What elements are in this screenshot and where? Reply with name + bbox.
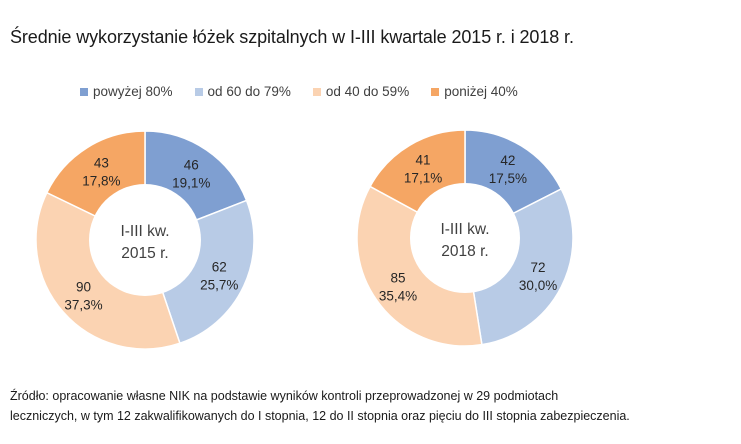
donut-chart-2018: I-III kw. 2018 r. 42 17,5% 72 30,0% 85 35,4% 4… bbox=[356, 129, 574, 347]
percent-label: 35,4% bbox=[379, 288, 417, 303]
donut-hole bbox=[89, 184, 201, 296]
legend-label: powyżej 80% bbox=[93, 84, 173, 99]
legend-item-60-79: od 60 do 79% bbox=[194, 84, 291, 99]
value-label: 41 bbox=[416, 153, 431, 168]
legend-item-40-59: od 40 do 59% bbox=[312, 84, 410, 99]
percent-label: 19,1% bbox=[172, 175, 210, 190]
source-line-1: Źródło: opracowanie własne NIK na podsta… bbox=[10, 389, 559, 403]
center-label-line1: I-III kw. bbox=[440, 221, 489, 238]
center-label-line2: 2018 r. bbox=[441, 243, 488, 260]
legend-label: od 40 do 59% bbox=[325, 84, 410, 99]
legend-swatch bbox=[80, 87, 88, 96]
legend-swatch bbox=[431, 87, 440, 96]
value-label: 43 bbox=[94, 156, 109, 171]
legend: powyżej 80% od 60 do 79% od 40 do 59% po… bbox=[80, 84, 540, 99]
value-label: 42 bbox=[500, 153, 515, 168]
legend-item-above-80: powyżej 80% bbox=[80, 84, 173, 99]
center-label-line1: I-III kw. bbox=[120, 223, 169, 240]
value-label: 72 bbox=[531, 260, 546, 275]
percent-label: 30,0% bbox=[519, 278, 557, 293]
percent-label: 37,3% bbox=[64, 297, 102, 312]
legend-label: od 60 do 79% bbox=[207, 84, 291, 99]
value-label: 62 bbox=[212, 260, 227, 275]
value-label: 90 bbox=[76, 279, 91, 294]
center-label-line2: 2015 r. bbox=[121, 245, 168, 262]
value-label: 85 bbox=[391, 270, 406, 285]
source-line-2: leczniczych, w tym 12 zakwalifikowanych … bbox=[10, 409, 630, 423]
legend-item-below-40: poniżej 40% bbox=[431, 84, 518, 99]
chart-title: Średnie wykorzystanie łóżek szpitalnych … bbox=[10, 27, 574, 47]
legend-label: poniżej 40% bbox=[444, 84, 518, 99]
value-label: 46 bbox=[184, 157, 199, 172]
donut-hole bbox=[410, 183, 520, 293]
source-note: Źródło: opracowanie własne NIK na podsta… bbox=[10, 386, 740, 426]
donut-chart-2015: I-III kw. 2015 r. 46 19,1% 62 25,7% 90 37,3% 4… bbox=[35, 130, 255, 350]
legend-swatch bbox=[194, 87, 203, 96]
percent-label: 17,5% bbox=[489, 171, 527, 186]
legend-swatch bbox=[312, 87, 321, 96]
percent-label: 17,8% bbox=[82, 174, 120, 189]
percent-label: 17,1% bbox=[404, 171, 442, 186]
percent-label: 25,7% bbox=[200, 278, 238, 293]
